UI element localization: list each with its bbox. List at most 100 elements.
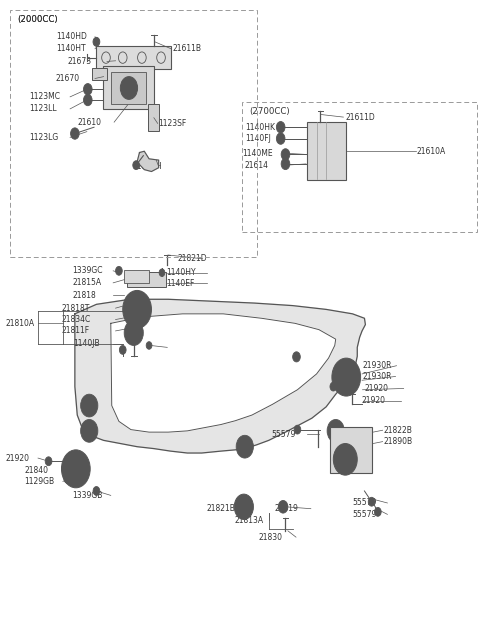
Circle shape xyxy=(124,320,144,346)
Circle shape xyxy=(159,269,165,276)
Circle shape xyxy=(61,450,90,488)
Text: 1339GC: 1339GC xyxy=(72,266,103,275)
Polygon shape xyxy=(111,314,336,432)
Circle shape xyxy=(338,367,354,387)
Circle shape xyxy=(240,441,250,453)
Circle shape xyxy=(281,149,290,160)
Text: 1140EF: 1140EF xyxy=(166,279,194,288)
Text: 1339GB: 1339GB xyxy=(259,353,289,362)
Text: 21845: 21845 xyxy=(129,343,153,352)
Circle shape xyxy=(239,500,249,513)
Text: 1123SF: 1123SF xyxy=(158,119,187,128)
Text: 21930R: 21930R xyxy=(362,361,392,370)
Circle shape xyxy=(339,451,351,467)
Text: 21821B: 21821B xyxy=(206,504,235,513)
Text: 1123LG: 1123LG xyxy=(29,133,59,142)
Circle shape xyxy=(84,94,92,106)
Text: 21815A: 21815A xyxy=(72,278,102,287)
Text: 21890B: 21890B xyxy=(384,437,413,446)
Text: 1140ME: 1140ME xyxy=(242,148,273,158)
Circle shape xyxy=(236,436,253,458)
FancyBboxPatch shape xyxy=(111,72,146,104)
Text: 55579: 55579 xyxy=(352,510,376,519)
Text: 21840: 21840 xyxy=(24,465,48,475)
Circle shape xyxy=(133,161,140,170)
Circle shape xyxy=(332,358,360,396)
Circle shape xyxy=(130,299,145,320)
Text: 1140HT: 1140HT xyxy=(56,44,85,53)
Text: 21822B: 21822B xyxy=(384,426,412,435)
Circle shape xyxy=(84,84,92,95)
Circle shape xyxy=(116,266,122,275)
Circle shape xyxy=(278,500,288,513)
FancyBboxPatch shape xyxy=(307,122,346,179)
Text: 21930R: 21930R xyxy=(362,372,392,381)
Text: 21819: 21819 xyxy=(275,504,299,513)
Circle shape xyxy=(281,158,290,170)
Circle shape xyxy=(276,133,285,145)
Circle shape xyxy=(84,399,94,412)
Text: 21813A: 21813A xyxy=(234,515,264,524)
FancyBboxPatch shape xyxy=(124,270,149,283)
Circle shape xyxy=(93,37,100,46)
Text: (2000CC): (2000CC) xyxy=(17,15,58,24)
Text: 21830: 21830 xyxy=(258,533,282,541)
Text: 1339GB: 1339GB xyxy=(72,491,103,500)
Text: 1123MC: 1123MC xyxy=(29,93,60,101)
FancyBboxPatch shape xyxy=(103,67,155,109)
FancyBboxPatch shape xyxy=(92,68,108,81)
Circle shape xyxy=(71,128,79,139)
Circle shape xyxy=(234,494,253,519)
Circle shape xyxy=(64,473,72,483)
Circle shape xyxy=(374,507,381,516)
Text: 55579: 55579 xyxy=(352,498,376,507)
Text: 21670: 21670 xyxy=(56,74,80,83)
Circle shape xyxy=(294,425,301,434)
Circle shape xyxy=(81,394,98,417)
Circle shape xyxy=(146,342,152,349)
Text: (2700CC): (2700CC) xyxy=(250,107,290,116)
Text: 21818T: 21818T xyxy=(62,304,90,313)
Text: 1140HY: 1140HY xyxy=(166,268,195,277)
Text: 1140HK: 1140HK xyxy=(245,123,275,132)
Circle shape xyxy=(327,420,344,443)
Circle shape xyxy=(84,425,94,437)
Polygon shape xyxy=(137,152,158,172)
Text: 21920: 21920 xyxy=(361,396,385,405)
Text: 21673: 21673 xyxy=(68,57,92,66)
Text: 1129GB: 1129GB xyxy=(24,477,55,486)
Text: 21610: 21610 xyxy=(77,118,101,127)
Circle shape xyxy=(81,420,98,443)
Circle shape xyxy=(93,486,100,495)
FancyBboxPatch shape xyxy=(330,427,372,472)
FancyBboxPatch shape xyxy=(148,105,159,131)
Text: 21614: 21614 xyxy=(245,160,269,170)
Text: 1123LL: 1123LL xyxy=(29,105,57,113)
Circle shape xyxy=(276,122,285,133)
Circle shape xyxy=(368,497,375,506)
Text: 21818: 21818 xyxy=(72,291,96,300)
Circle shape xyxy=(120,346,126,354)
Polygon shape xyxy=(75,299,365,453)
Text: 1123SH: 1123SH xyxy=(132,162,162,171)
Text: 21821D: 21821D xyxy=(178,254,207,263)
Circle shape xyxy=(331,425,340,437)
Text: 21811F: 21811F xyxy=(62,327,90,335)
Text: 1140FJ: 1140FJ xyxy=(245,134,271,143)
Circle shape xyxy=(333,444,357,475)
Text: 21810A: 21810A xyxy=(5,319,35,328)
Text: (2000CC): (2000CC) xyxy=(17,15,58,24)
Circle shape xyxy=(120,77,138,100)
Text: 21834C: 21834C xyxy=(62,315,91,324)
Text: 55579: 55579 xyxy=(271,429,296,439)
Text: 21611B: 21611B xyxy=(173,44,202,53)
Circle shape xyxy=(293,352,300,362)
Circle shape xyxy=(45,457,52,465)
Circle shape xyxy=(123,290,152,328)
Circle shape xyxy=(68,459,84,479)
Text: 1140HD: 1140HD xyxy=(56,32,86,41)
Text: 21610A: 21610A xyxy=(416,146,445,156)
Text: 21920: 21920 xyxy=(5,453,29,463)
Circle shape xyxy=(330,382,336,391)
FancyBboxPatch shape xyxy=(96,46,171,69)
